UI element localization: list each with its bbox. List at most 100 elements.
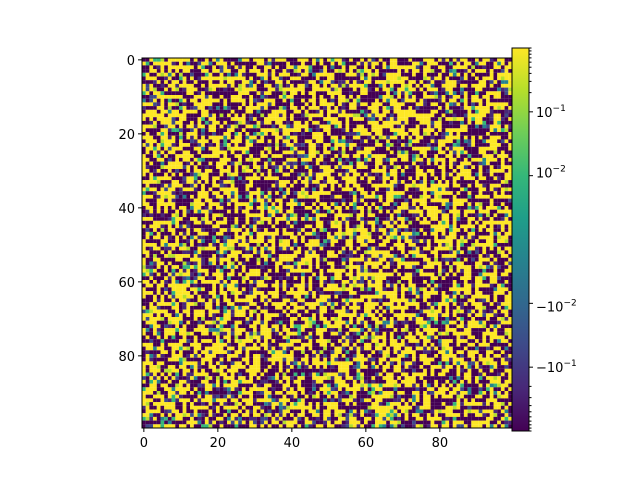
heatmap-cell xyxy=(419,143,424,147)
heatmap-cell xyxy=(426,80,431,84)
heatmap-cell xyxy=(341,209,346,214)
heatmap-cell xyxy=(460,235,464,240)
heatmap-cell xyxy=(145,176,150,181)
heatmap-cell xyxy=(153,206,157,210)
heatmap-cell xyxy=(282,224,287,229)
heatmap-cell xyxy=(478,176,483,181)
heatmap-cell xyxy=(449,180,453,184)
heatmap-cell xyxy=(297,128,302,133)
heatmap-cell xyxy=(167,239,172,244)
heatmap-cell xyxy=(290,202,294,207)
heatmap-cell xyxy=(227,109,231,114)
heatmap-cell xyxy=(197,58,202,62)
heatmap-cell xyxy=(190,120,194,125)
heatmap-cell xyxy=(467,228,472,232)
heatmap-cell xyxy=(271,157,276,162)
heatmap-cell xyxy=(182,135,187,140)
heatmap-cell xyxy=(164,132,168,136)
heatmap-cell xyxy=(378,224,383,229)
heatmap-cell xyxy=(156,132,161,136)
heatmap-cell xyxy=(282,72,287,77)
heatmap-cell xyxy=(227,198,231,203)
heatmap-cell xyxy=(412,69,416,73)
heatmap-cell xyxy=(145,150,150,155)
heatmap-cell xyxy=(182,183,187,188)
heatmap-cell xyxy=(463,239,468,244)
heatmap-cell xyxy=(367,194,372,199)
heatmap-cell xyxy=(445,202,450,207)
heatmap-cell xyxy=(256,102,261,107)
heatmap-cell xyxy=(441,72,446,77)
heatmap-cell xyxy=(145,157,150,162)
heatmap-cell xyxy=(275,102,279,107)
heatmap-cell xyxy=(364,161,368,166)
heatmap-cell xyxy=(500,87,505,92)
heatmap-cell xyxy=(375,157,379,162)
heatmap-cell xyxy=(460,106,464,110)
heatmap-cell xyxy=(389,231,394,236)
heatmap-cell xyxy=(389,209,394,214)
heatmap-cell xyxy=(441,128,446,133)
heatmap-cell xyxy=(367,72,372,77)
heatmap-cell xyxy=(378,202,383,207)
heatmap-cell xyxy=(341,150,346,155)
heatmap-cell xyxy=(423,128,427,133)
heatmap-cell xyxy=(227,117,231,121)
heatmap-cell xyxy=(293,150,298,155)
heatmap-cell xyxy=(253,102,257,107)
heatmap-cell xyxy=(204,132,209,136)
heatmap-cell xyxy=(227,61,231,66)
heatmap-cell xyxy=(186,209,191,214)
heatmap-cell xyxy=(190,172,194,177)
heatmap-cell xyxy=(241,80,246,84)
heatmap-cell xyxy=(186,83,191,88)
heatmap-cell xyxy=(423,102,427,107)
heatmap-cell xyxy=(500,113,505,118)
heatmap-cell xyxy=(508,217,513,221)
heatmap-cell xyxy=(160,235,165,240)
heatmap-cell xyxy=(386,95,390,99)
heatmap-cell xyxy=(260,165,265,170)
heatmap-cell xyxy=(371,213,376,218)
heatmap-cell xyxy=(308,180,313,184)
heatmap-cell xyxy=(227,128,231,133)
heatmap-cell xyxy=(364,87,368,92)
heatmap-cell xyxy=(434,224,439,229)
heatmap-cell xyxy=(375,194,379,199)
heatmap-cell xyxy=(500,106,505,110)
heatmap-cell xyxy=(349,224,353,229)
heatmap-cell xyxy=(508,109,513,114)
heatmap-cell xyxy=(426,87,431,92)
heatmap-cell xyxy=(338,235,342,240)
heatmap-cell xyxy=(297,135,302,140)
heatmap-cell xyxy=(463,154,468,158)
heatmap-cell xyxy=(508,117,513,121)
heatmap-cell xyxy=(278,228,283,232)
heatmap-cell xyxy=(301,61,305,66)
heatmap-cell xyxy=(208,113,213,118)
heatmap-cell xyxy=(186,161,191,166)
heatmap-cell xyxy=(186,143,191,147)
heatmap-cell xyxy=(352,95,357,99)
heatmap-cell xyxy=(319,231,324,236)
heatmap-cell xyxy=(208,120,213,125)
heatmap-cell xyxy=(430,191,435,195)
heatmap-cell xyxy=(293,239,298,244)
heatmap-cell xyxy=(323,209,328,214)
heatmap-cell xyxy=(475,95,479,99)
heatmap-cell xyxy=(445,117,450,121)
heatmap-cell xyxy=(271,128,276,133)
heatmap-cell xyxy=(275,228,279,232)
heatmap-cell xyxy=(389,65,394,70)
heatmap-cell xyxy=(352,165,357,170)
heatmap-cell xyxy=(227,209,231,214)
heatmap-cell xyxy=(401,172,405,177)
heatmap-cell xyxy=(389,180,394,184)
heatmap-cell xyxy=(278,146,283,151)
heatmap-cell xyxy=(389,83,394,88)
heatmap-cell xyxy=(445,102,450,107)
heatmap-cell xyxy=(393,239,398,244)
heatmap-cell xyxy=(404,87,409,92)
heatmap-cell xyxy=(245,202,250,207)
heatmap-cell xyxy=(423,202,427,207)
